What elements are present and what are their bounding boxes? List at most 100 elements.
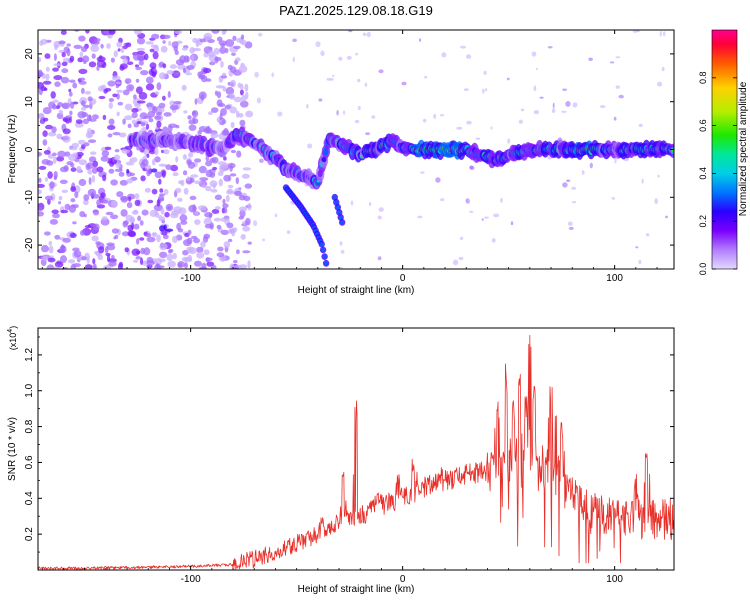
heatmap-cell xyxy=(59,166,69,173)
heatmap-cell xyxy=(87,168,93,175)
heatmap-cell xyxy=(322,254,327,259)
heatmap-cell xyxy=(38,151,43,157)
colorbar-frame xyxy=(711,29,738,270)
heatmap-cell xyxy=(614,157,617,164)
heatmap-cell xyxy=(632,30,638,33)
heatmap-cell xyxy=(90,151,97,155)
heatmap-cell xyxy=(233,96,243,103)
heatmap-cell xyxy=(72,221,77,225)
heatmap-cell xyxy=(52,67,59,72)
heatmap-cell xyxy=(106,244,116,251)
heatmap-cell xyxy=(116,41,123,48)
heatmap-cell xyxy=(244,183,253,189)
heatmap-cell xyxy=(520,108,525,112)
heatmap-cell xyxy=(661,66,665,72)
heatmap-cell xyxy=(186,65,195,70)
heatmap-cell xyxy=(107,125,116,130)
heatmap-cell xyxy=(458,256,464,261)
heatmap-cell xyxy=(567,221,573,226)
heatmap-cell xyxy=(581,170,585,175)
heatmap-cell xyxy=(90,44,100,53)
heatmap-cell xyxy=(490,126,493,130)
heatmap-cell xyxy=(257,32,263,37)
heatmap-cell xyxy=(166,70,174,75)
heatmap-cell xyxy=(227,184,234,189)
heatmap-cell xyxy=(66,48,71,57)
heatmap-cell xyxy=(213,47,220,55)
heatmap-cell xyxy=(84,90,92,95)
heatmap-cell xyxy=(148,118,154,123)
heatmap-cell xyxy=(42,130,48,138)
heatmap-cell xyxy=(53,171,58,179)
heatmap-cell xyxy=(91,235,99,242)
heatmap-cell xyxy=(338,56,343,61)
heatmap-cell xyxy=(196,251,205,259)
heatmap-cell xyxy=(221,129,230,136)
heatmap-cell xyxy=(657,174,660,178)
heatmap-cell xyxy=(133,223,140,230)
y-tick-label: 10 xyxy=(24,96,35,108)
heatmap-cell xyxy=(88,177,92,185)
heatmap-cell xyxy=(218,103,226,107)
heatmap-cell xyxy=(154,156,161,163)
heatmap-cell xyxy=(433,113,437,119)
heatmap-cell xyxy=(194,219,201,226)
heatmap-cell xyxy=(641,178,644,184)
heatmap-cell xyxy=(533,110,540,115)
heatmap-cell xyxy=(99,199,109,204)
heatmap-cell xyxy=(203,217,212,226)
heatmap-cell xyxy=(115,84,119,89)
heatmap-cell xyxy=(419,38,422,42)
heatmap-cell xyxy=(151,33,160,40)
y-tick-label: 0.4 xyxy=(24,491,35,505)
heatmap-cell xyxy=(334,200,339,205)
heatmap-cell xyxy=(100,192,106,198)
heatmap-cell xyxy=(235,57,241,62)
heatmap-cell xyxy=(55,105,61,110)
heatmap-cell xyxy=(355,52,359,56)
heatmap-cell xyxy=(47,131,57,137)
heatmap-cell xyxy=(189,195,197,201)
heatmap-cell xyxy=(66,43,71,47)
heatmap-cell xyxy=(635,246,639,249)
heatmap-cell xyxy=(217,246,224,252)
heatmap-cell xyxy=(73,250,82,258)
heatmap-cell xyxy=(190,174,199,178)
heatmap-cell xyxy=(122,89,130,96)
heatmap-cell xyxy=(98,55,103,60)
heatmap-cell xyxy=(205,257,213,262)
heatmap-cell xyxy=(220,74,228,79)
heatmap-cell xyxy=(122,220,129,225)
heatmap-cell xyxy=(475,137,481,140)
heatmap-cell xyxy=(211,156,219,164)
heatmap-cell xyxy=(115,81,122,85)
heatmap-cell xyxy=(124,115,133,121)
heatmap-cell xyxy=(332,74,335,78)
heatmap-cell xyxy=(78,68,88,75)
heatmap-cell xyxy=(110,179,118,186)
heatmap-cell xyxy=(547,46,553,49)
spectrogram-x-label: Height of straight line (km) xyxy=(298,285,415,296)
heatmap-cell xyxy=(139,257,144,266)
heatmap-cell xyxy=(61,51,66,58)
heatmap-cell xyxy=(209,180,218,188)
heatmap-cell xyxy=(108,168,115,174)
heatmap-cell xyxy=(220,229,229,236)
heatmap-cell xyxy=(116,89,124,93)
heatmap-cell xyxy=(244,41,253,49)
heatmap-cell xyxy=(196,246,204,253)
heatmap-cell xyxy=(292,56,295,63)
heatmap-cell xyxy=(72,82,78,89)
heatmap-cell xyxy=(80,100,86,107)
heatmap-cell xyxy=(212,265,217,269)
heatmap-cell xyxy=(241,173,250,179)
colorbar-ticks: 0.0 0.2 0.4 0.6 0.8 xyxy=(698,72,737,275)
heatmap-cell xyxy=(162,95,166,101)
heatmap-cell xyxy=(80,106,87,111)
heatmap-cell xyxy=(230,121,235,129)
heatmap-cell xyxy=(535,67,539,71)
heatmap-cell xyxy=(92,209,100,216)
x-tick-label: 0 xyxy=(400,574,406,585)
heatmap-cell xyxy=(38,183,45,188)
